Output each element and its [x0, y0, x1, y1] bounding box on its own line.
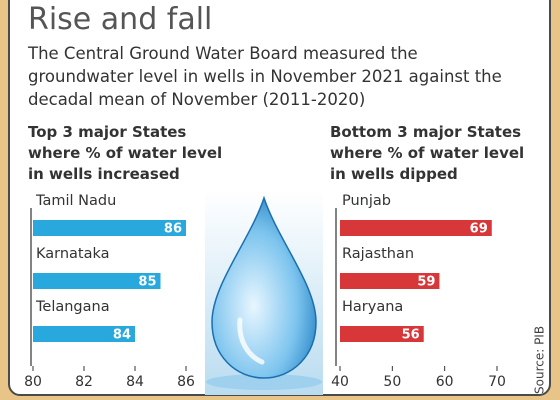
category-label: Punjab: [342, 193, 391, 209]
data-label: 84: [113, 328, 131, 343]
x-tick-label: 84: [126, 374, 144, 390]
x-tick-label: 50: [383, 374, 401, 390]
category-label: Haryana: [342, 299, 403, 315]
x-tick-label: 80: [24, 374, 42, 390]
category-label: Tamil Nadu: [35, 193, 116, 209]
source: Source: PIB: [533, 326, 547, 394]
x-tick-label: 82: [75, 374, 93, 390]
data-label: 85: [138, 275, 156, 290]
x-tick-label: 86: [177, 374, 195, 390]
category-label: Telangana: [35, 299, 110, 315]
category-label: Karnataka: [36, 246, 110, 262]
data-label: 69: [470, 222, 488, 237]
data-label: 59: [417, 275, 435, 290]
x-tick-label: 60: [436, 374, 454, 390]
x-tick-label: 70: [488, 374, 506, 390]
x-tick-label: 40: [331, 374, 349, 390]
data-label: 86: [164, 222, 182, 237]
page: Rise and fall The Central Ground Water B…: [0, 0, 560, 400]
category-label: Rajasthan: [342, 246, 414, 262]
data-label: 56: [402, 328, 420, 343]
chart: Source: PIB 80 82 84 86 Tamil Nadu 86 Karnatak…: [0, 0, 560, 400]
